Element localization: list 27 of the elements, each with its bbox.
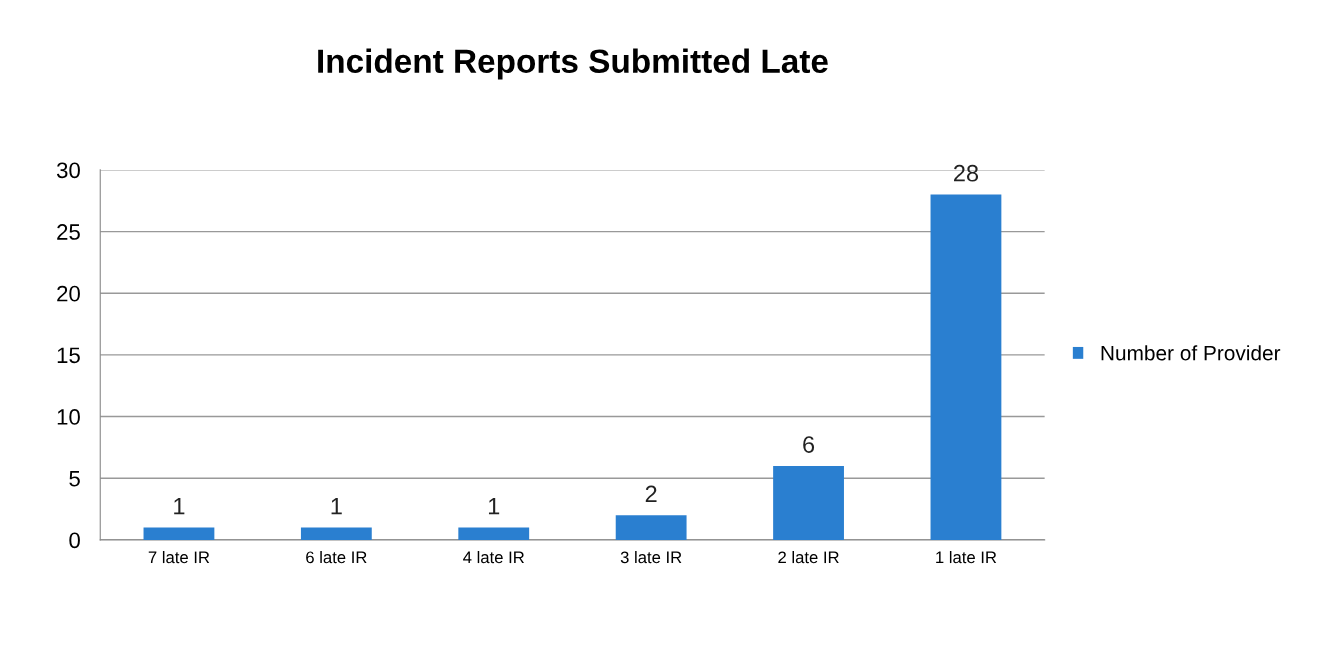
data-label: 1 <box>174 498 185 515</box>
bar <box>143 527 215 540</box>
x-tick-label: 3 late IR <box>620 550 682 564</box>
x-tick-label: 2 late IR <box>778 550 839 564</box>
y-tick-label: 25 <box>57 224 80 240</box>
data-label: 1 <box>331 498 342 515</box>
data-label: 1 <box>488 498 500 515</box>
y-tick-label: 15 <box>57 347 80 364</box>
bar <box>615 515 687 540</box>
bar <box>458 527 530 540</box>
x-tick-label: 1 late IR <box>936 550 997 564</box>
y-tick-label: 5 <box>69 470 80 487</box>
chart-title: Incident Reports Submitted Late <box>318 48 828 80</box>
y-tick-label: 20 <box>57 285 80 302</box>
y-tick-label: 30 <box>56 162 80 179</box>
x-tick-label: 6 late IR <box>306 550 367 564</box>
y-tick-label: 0 <box>69 532 80 549</box>
y-tick-label: 10 <box>57 409 80 425</box>
x-tick-label: 4 late IR <box>463 550 525 564</box>
bar <box>773 465 844 540</box>
data-label: 28 <box>954 164 979 182</box>
x-tick-label: 7 late IR <box>148 550 210 564</box>
data-label: 6 <box>803 436 815 453</box>
bar <box>300 527 372 540</box>
legend-label: Number of Provider <box>1101 345 1281 361</box>
bar <box>930 194 1002 540</box>
data-label: 2 <box>645 485 657 502</box>
